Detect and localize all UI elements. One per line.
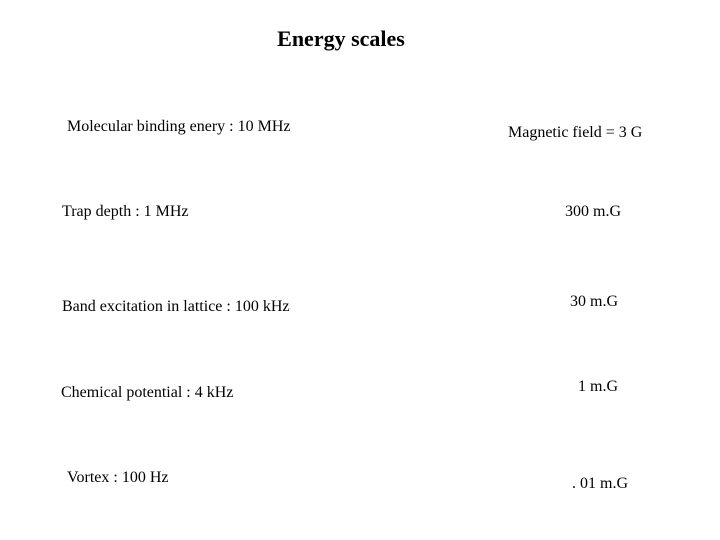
energy-item-chemical-potential: Chemical potential : 4 kHz — [61, 384, 234, 401]
field-item-magnetic-field: Magnetic field = 3 G — [508, 124, 643, 141]
energy-item-band-excitation: Band excitation in lattice : 100 kHz — [62, 298, 290, 315]
energy-item-trap-depth: Trap depth : 1 MHz — [62, 203, 189, 220]
field-item-30mg: 30 m.G — [570, 293, 618, 310]
energy-item-molecular-binding: Molecular binding enery : 10 MHz — [67, 118, 291, 135]
field-item-001mg: . 01 m.G — [572, 475, 628, 492]
field-item-300mg: 300 m.G — [565, 203, 621, 220]
field-item-1mg: 1 m.G — [578, 378, 618, 395]
energy-item-vortex: Vortex : 100 Hz — [67, 469, 169, 486]
slide-title: Energy scales — [277, 26, 405, 51]
